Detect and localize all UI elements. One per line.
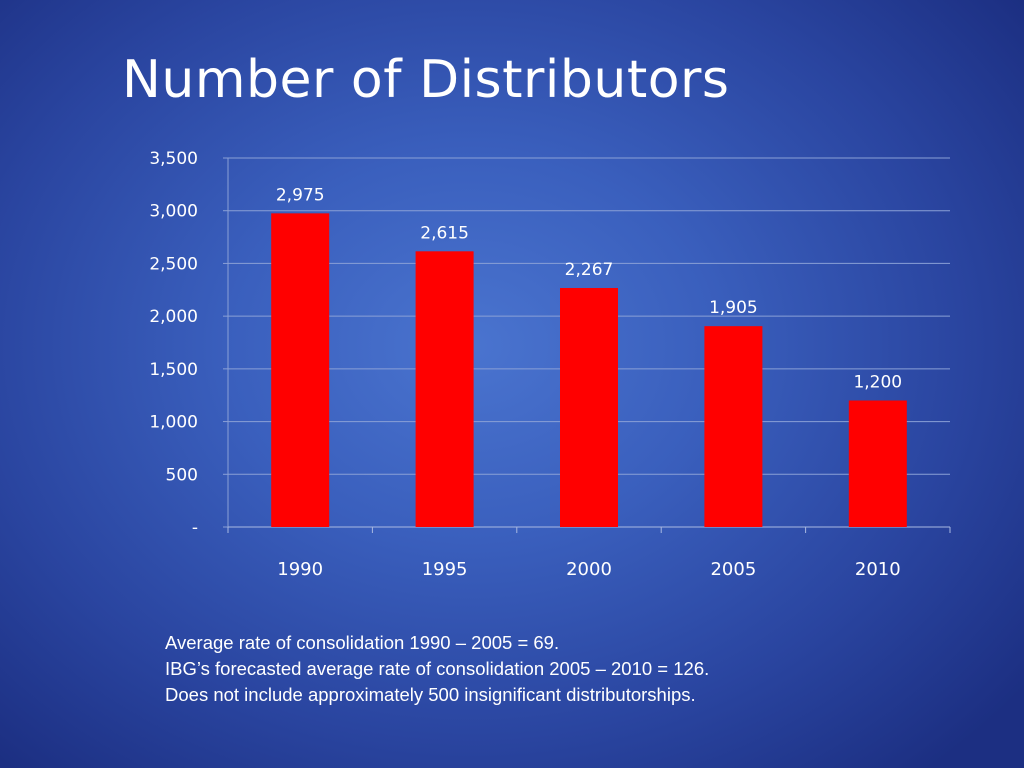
- y-tick-label: 3,500: [149, 149, 198, 169]
- y-tick-label: -: [192, 518, 198, 538]
- x-tick-label: 2010: [855, 559, 901, 580]
- y-tick-label: 2,000: [149, 307, 198, 327]
- y-tick-label: 1,000: [149, 413, 198, 433]
- y-tick-label: 500: [166, 465, 198, 485]
- bar: [848, 400, 907, 527]
- x-tick-label: 1995: [422, 559, 468, 580]
- bar: [271, 213, 330, 527]
- data-label: 1,200: [853, 372, 902, 392]
- bar: [415, 251, 474, 527]
- bar-chart: - 500 1,000 1,500 2,000 2,500 3,000 3,500 2,975 1…: [149, 149, 951, 580]
- note-line: Does not include approximately 500 insig…: [165, 684, 696, 705]
- x-tick-label: 2005: [710, 559, 756, 580]
- chart-title: Number of Distributors: [122, 50, 730, 110]
- data-label: 2,267: [565, 260, 614, 280]
- note-line: IBG’s forecasted average rate of consoli…: [165, 658, 710, 679]
- y-tick-label: 1,500: [149, 360, 198, 380]
- bar: [704, 326, 763, 527]
- chart-notes: Average rate of consolidation 1990 – 200…: [165, 630, 709, 708]
- x-tick-label: 1990: [277, 559, 323, 580]
- data-label: 1,905: [709, 298, 758, 318]
- data-label: 2,975: [276, 185, 325, 205]
- y-tick-label: 3,000: [149, 202, 198, 222]
- data-label: 2,615: [420, 223, 469, 243]
- note-line: Average rate of consolidation 1990 – 200…: [165, 632, 560, 653]
- y-tick-label: 2,500: [149, 254, 198, 274]
- bar: [560, 287, 618, 527]
- x-tick-label: 2000: [566, 559, 612, 580]
